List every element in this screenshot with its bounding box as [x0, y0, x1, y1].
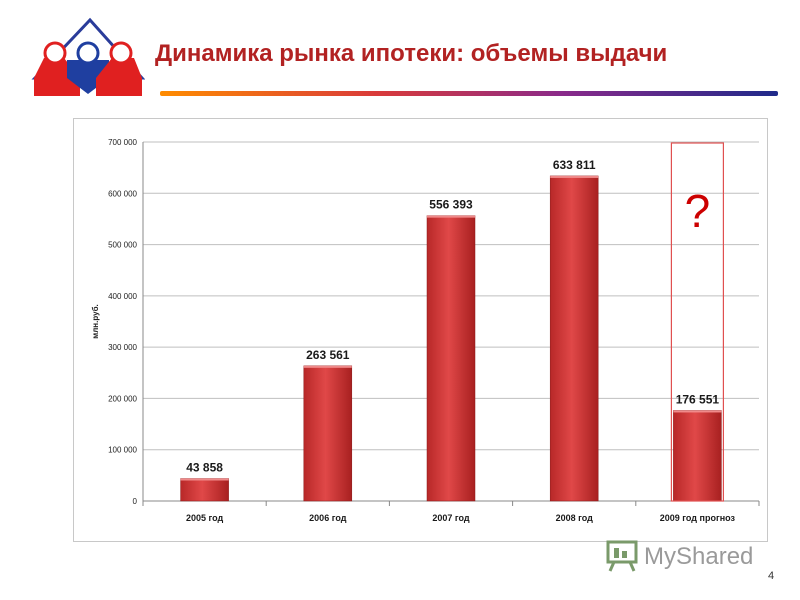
y-axis-label: млн.руб. [91, 304, 100, 338]
forecast-highlight-box [670, 142, 725, 502]
bar-top-highlight [303, 365, 352, 368]
labels: 0 100 000 200 000 300 000 400 000 500 000 600 … [91, 138, 736, 523]
watermark-text: MyShared [644, 543, 753, 570]
bar [180, 478, 229, 502]
bar-top-highlight [180, 478, 229, 481]
page-title: Динамика рынка ипотеки: объемы выдачи [155, 40, 668, 67]
y-tick-label: 0 [133, 497, 138, 506]
page-number: 4 [768, 570, 775, 582]
bar-value-label: 43 858 [186, 461, 223, 475]
bar [673, 410, 722, 502]
x-tick-label: 2006 год [309, 513, 347, 523]
y-tick-label: 100 000 [108, 446, 137, 455]
bar-value-label: 263 561 [306, 348, 350, 362]
bar-value-label: 556 393 [429, 198, 473, 212]
forecast-question-mark: ? [685, 185, 711, 237]
bar-chart: 0 100 000 200 000 300 000 400 000 500 000 600 … [91, 138, 760, 523]
y-tick-label: 200 000 [108, 394, 137, 403]
bar [549, 175, 599, 502]
x-tick-label: 2005 год [186, 513, 224, 523]
y-tick-label: 500 000 [108, 241, 137, 250]
x-tick-label: 2007 год [432, 513, 470, 523]
bars [180, 175, 722, 502]
y-tick-label: 600 000 [108, 189, 137, 198]
y-tick-label: 400 000 [108, 292, 137, 301]
chart-container: 0 100 000 200 000 300 000 400 000 500 000 600 … [73, 118, 768, 542]
bar-top-highlight [673, 410, 722, 413]
watermark: MyShared [606, 540, 753, 572]
presentation-board-icon [606, 540, 638, 572]
bar [303, 365, 353, 502]
bar-value-label: 633 811 [553, 158, 596, 172]
title-underline [160, 91, 778, 96]
bar-top-highlight [427, 215, 475, 218]
house-people-logo-icon [31, 17, 145, 96]
x-tick-label: 2009 год прогноз [660, 513, 736, 523]
bar-top-highlight [550, 175, 599, 178]
y-tick-label: 700 000 [108, 138, 137, 147]
bar-value-label: 176 551 [676, 392, 720, 406]
y-tick-label: 300 000 [108, 343, 137, 352]
company-logo [31, 17, 145, 96]
x-tick-label: 2008 год [556, 513, 594, 523]
bar [426, 215, 476, 502]
